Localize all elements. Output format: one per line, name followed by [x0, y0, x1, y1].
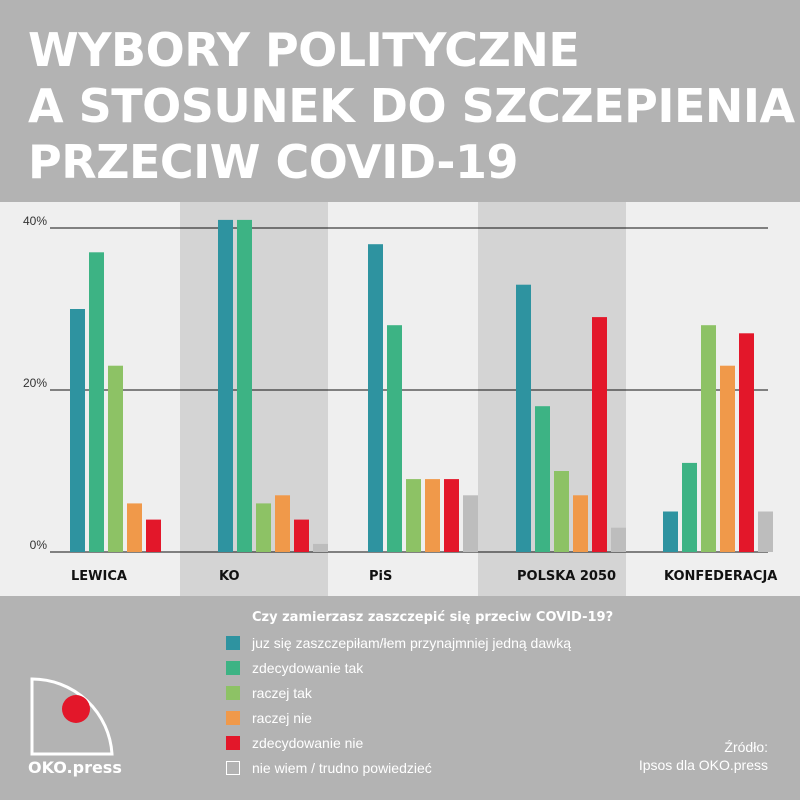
bar	[313, 543, 328, 552]
logo-text: OKO.press	[28, 758, 122, 777]
bar	[573, 495, 588, 552]
chart-title: WYBORY POLITYCZNE A STOSUNEK DO SZCZEPIE…	[28, 22, 795, 190]
legend-title: Czy zamierzasz zaszczepić się przeciw CO…	[252, 610, 614, 625]
bar	[368, 244, 383, 552]
bar	[554, 471, 569, 552]
oko-press-logo	[28, 676, 128, 776]
category-label: KONFEDERACJA	[664, 569, 777, 584]
bar	[682, 462, 697, 552]
bar	[146, 519, 161, 552]
bar	[701, 325, 716, 552]
legend-label: zdecydowanie nie	[252, 734, 364, 751]
source-label: Źródło:	[724, 739, 768, 755]
bar	[444, 479, 459, 552]
legend-swatch	[226, 710, 240, 725]
bar	[720, 365, 735, 552]
title-line-3: PRZECIW COVID-19	[28, 135, 519, 189]
bar	[70, 309, 85, 552]
legend-item: zdecydowanie tak	[226, 655, 571, 680]
bar	[592, 317, 607, 552]
bar	[663, 511, 678, 552]
title-line-2: A STOSUNEK DO SZCZEPIENIA	[28, 79, 795, 133]
bar-chart: 0% 20% 40% LEWICA KO PiS POLSKA 2050 KONFEDERAC…	[23, 202, 777, 596]
legend-item: raczej nie	[226, 705, 571, 730]
source: Źródło: Ipsos dla OKO.press	[639, 738, 768, 774]
logo-quarter-shape	[30, 677, 114, 756]
bar	[516, 284, 531, 552]
legend-label: nie wiem / trudno powiedzieć	[252, 759, 432, 776]
legend: juz się zaszczepiłam/łem przynajmniej je…	[226, 630, 571, 780]
legend-item: zdecydowanie nie	[226, 730, 571, 755]
bar	[611, 527, 626, 552]
legend-item: nie wiem / trudno powiedzieć	[226, 755, 571, 780]
category-label: LEWICA	[71, 569, 127, 584]
bar	[463, 495, 478, 552]
bar	[739, 333, 754, 552]
legend-label: raczej nie	[252, 709, 312, 726]
y-tick-label: 20%	[23, 376, 47, 390]
bar	[406, 479, 421, 552]
bar	[256, 503, 271, 552]
legend-swatch	[226, 635, 240, 650]
logo-dot	[62, 695, 90, 723]
bar	[294, 519, 309, 552]
category-label: PiS	[369, 569, 392, 584]
y-tick-label: 0%	[30, 538, 48, 552]
bar	[275, 495, 290, 552]
bar	[89, 252, 104, 553]
legend-item: juz się zaszczepiłam/łem przynajmniej je…	[226, 630, 571, 655]
legend-item: raczej tak	[226, 680, 571, 705]
bar	[108, 365, 123, 552]
legend-label: raczej tak	[252, 684, 312, 701]
category-label: KO	[219, 569, 240, 584]
source-value: Ipsos dla OKO.press	[638, 757, 768, 773]
bar	[237, 219, 252, 552]
bar	[127, 503, 142, 552]
legend-swatch	[226, 735, 240, 750]
category-label: POLSKA 2050	[517, 569, 616, 584]
y-tick-label: 40%	[23, 214, 47, 228]
bar	[218, 219, 233, 552]
legend-swatch	[226, 685, 240, 700]
bar	[535, 406, 550, 552]
legend-label: juz się zaszczepiłam/łem przynajmniej je…	[252, 634, 572, 651]
legend-label: zdecydowanie tak	[252, 659, 364, 676]
bar	[387, 325, 402, 552]
legend-swatch	[226, 760, 240, 775]
title-line-1: WYBORY POLITYCZNE	[28, 23, 580, 77]
bar	[758, 511, 773, 552]
legend-swatch	[226, 660, 240, 675]
bar	[425, 479, 440, 552]
